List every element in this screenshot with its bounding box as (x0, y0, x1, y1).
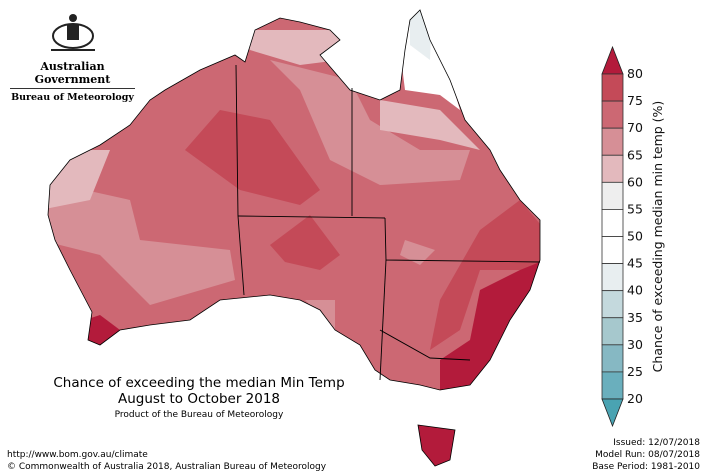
colorbar-bin (601, 317, 624, 346)
region-75-80-east (430, 200, 540, 350)
region-65-70-wa (48, 180, 235, 305)
footer-copyright: © Commonwealth of Australia 2018, Austra… (7, 462, 327, 472)
coastline (47, 9, 541, 391)
colorbar-under-arrow (601, 398, 624, 428)
colorbar-bin (601, 344, 624, 373)
colorbar-tick-label: 45 (627, 256, 643, 271)
colorbar-tick-label: 20 (627, 391, 643, 406)
colorbar-tick-label: 30 (627, 337, 643, 352)
colorbar-bin (601, 154, 624, 183)
footer: http://www.bom.gov.au/climate © Commonwe… (7, 449, 326, 473)
colorbar-tick-label: 75 (627, 93, 643, 108)
colorbar-title: Chance of exceeding median min temp (%) (650, 101, 665, 373)
coat-of-arms-icon (50, 14, 95, 51)
colorbar-tick-label: 25 (627, 364, 643, 379)
colorbar-tick-label: 65 (627, 147, 643, 162)
colorbar-tick-label: 40 (627, 283, 643, 298)
title-line-1: Chance of exceeding the median Min Temp (53, 375, 345, 391)
region-65-70-qld-sw (400, 240, 435, 265)
map-title: Chance of exceeding the median Min Temp … (40, 375, 358, 420)
region-60-65-north (240, 30, 340, 65)
issued-date: Issued: 12/07/2018 (613, 438, 700, 448)
region-80-plus-east (440, 260, 540, 390)
region-75-80-centre (185, 110, 320, 205)
colorbar-bin (601, 290, 624, 319)
colorbar-bin (601, 263, 624, 292)
region-60-65-qld (380, 100, 480, 150)
colorbar-bin (601, 209, 624, 237)
colorbar-bin (601, 127, 624, 156)
colorbar-tick-label: 35 (627, 310, 643, 325)
colorbar: 80 75 70 65 60 55 50 45 40 35 30 25 20 Chance of exce… (601, 45, 665, 428)
colorbar-tick-label: 55 (627, 201, 643, 216)
colorbar-over-arrow (601, 45, 624, 75)
logo-bureau-text: Bureau of Meteorology (11, 92, 134, 103)
tasmania (417, 424, 456, 467)
colorbar-tick-label: 80 (627, 66, 643, 81)
region-65-70-nt-qld (270, 60, 470, 185)
title-product: Product of the Bureau of Meteorology (114, 410, 284, 420)
colorbar-tick-label: 70 (627, 120, 643, 135)
state-borders (235, 64, 541, 381)
issue-info: Issued: 12/07/2018 Model Run: 08/07/2018… (592, 437, 700, 473)
colorbar-bin (601, 371, 624, 400)
logo-government-text: Australian Government (10, 60, 135, 89)
colorbar-tick-label: 60 (627, 174, 643, 189)
region-75-80-sa (270, 215, 340, 270)
colorbar-bin (601, 100, 624, 129)
title-period: August to October 2018 (117, 391, 281, 407)
colorbar-tick-label: 50 (627, 229, 643, 244)
colorbar-bin (601, 236, 624, 264)
model-run-date: Model Run: 08/07/2018 (595, 450, 700, 460)
colorbar-bin (601, 181, 624, 210)
colorbar-bin (601, 73, 624, 102)
base-period: Base Period: 1981-2010 (592, 462, 700, 472)
footer-url[interactable]: http://www.bom.gov.au/climate (7, 450, 148, 460)
bom-logo: Australian Government Bureau of Meteorol… (10, 10, 135, 103)
